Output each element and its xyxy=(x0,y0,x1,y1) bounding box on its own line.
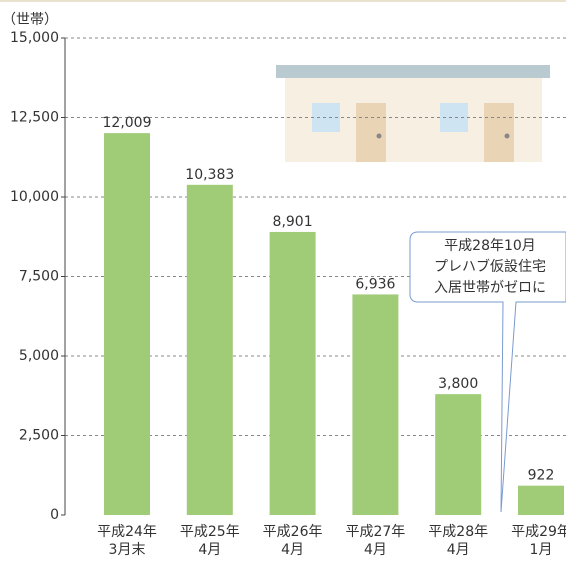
x-tick-label: 4月 xyxy=(198,542,221,558)
annotation: 平成28年10月 プレハブ仮設住宅 入居世帯がゼロに xyxy=(409,231,566,513)
x-tick-label: 4月 xyxy=(364,542,387,558)
value-label: 10,383 xyxy=(185,167,234,183)
house-illustration xyxy=(276,65,550,162)
x-tick-label: 平成25年 xyxy=(180,524,240,540)
bar xyxy=(435,394,482,515)
x-tick-label: 平成24年 xyxy=(97,524,157,540)
value-label: 12,009 xyxy=(103,115,152,131)
y-tick-label: 10,000 xyxy=(10,189,59,205)
bar xyxy=(186,184,233,515)
x-tick-label: 平成29年 xyxy=(511,524,566,540)
door-knob xyxy=(376,133,382,139)
x-tick-label: 4月 xyxy=(281,542,304,558)
x-tick-label: 1月 xyxy=(530,542,553,558)
y-tick-label: 0 xyxy=(50,507,59,523)
house-door xyxy=(484,103,514,162)
callout-box xyxy=(409,231,566,513)
x-tick-label: 平成27年 xyxy=(345,524,405,540)
house-door xyxy=(356,103,386,162)
y-tick-label: 2,500 xyxy=(19,428,59,444)
house-roof xyxy=(276,65,550,78)
x-tick-label: 4月 xyxy=(447,542,470,558)
x-tick-label: 平成26年 xyxy=(263,524,323,540)
y-tick-label: 12,500 xyxy=(10,110,59,126)
y-tick-label: 5,000 xyxy=(19,348,59,364)
x-tick-label: 3月末 xyxy=(109,542,146,558)
value-label: 922 xyxy=(528,468,555,484)
value-label: 3,800 xyxy=(438,376,478,392)
annotation-text: 入居世帯がゼロに xyxy=(434,280,546,296)
door-knob xyxy=(504,133,510,139)
annotation-text: 平成28年10月 xyxy=(444,238,536,254)
bar xyxy=(269,231,316,516)
bar xyxy=(518,485,564,515)
y-tick-label: 7,500 xyxy=(19,269,59,285)
x-tick-label: 平成28年 xyxy=(428,524,488,540)
bar xyxy=(352,294,399,515)
bar xyxy=(104,133,150,515)
plot-area: 0 2,500 5,000 7,500 10,000 12,500 15,000 12,009… xyxy=(10,30,566,558)
y-tick-label: 15,000 xyxy=(10,30,59,46)
value-label: 6,936 xyxy=(355,276,395,292)
value-label: 8,901 xyxy=(273,214,313,230)
annotation-text: プレハブ仮設住宅 xyxy=(434,258,546,275)
y-axis-label: （世帯） xyxy=(2,12,58,28)
